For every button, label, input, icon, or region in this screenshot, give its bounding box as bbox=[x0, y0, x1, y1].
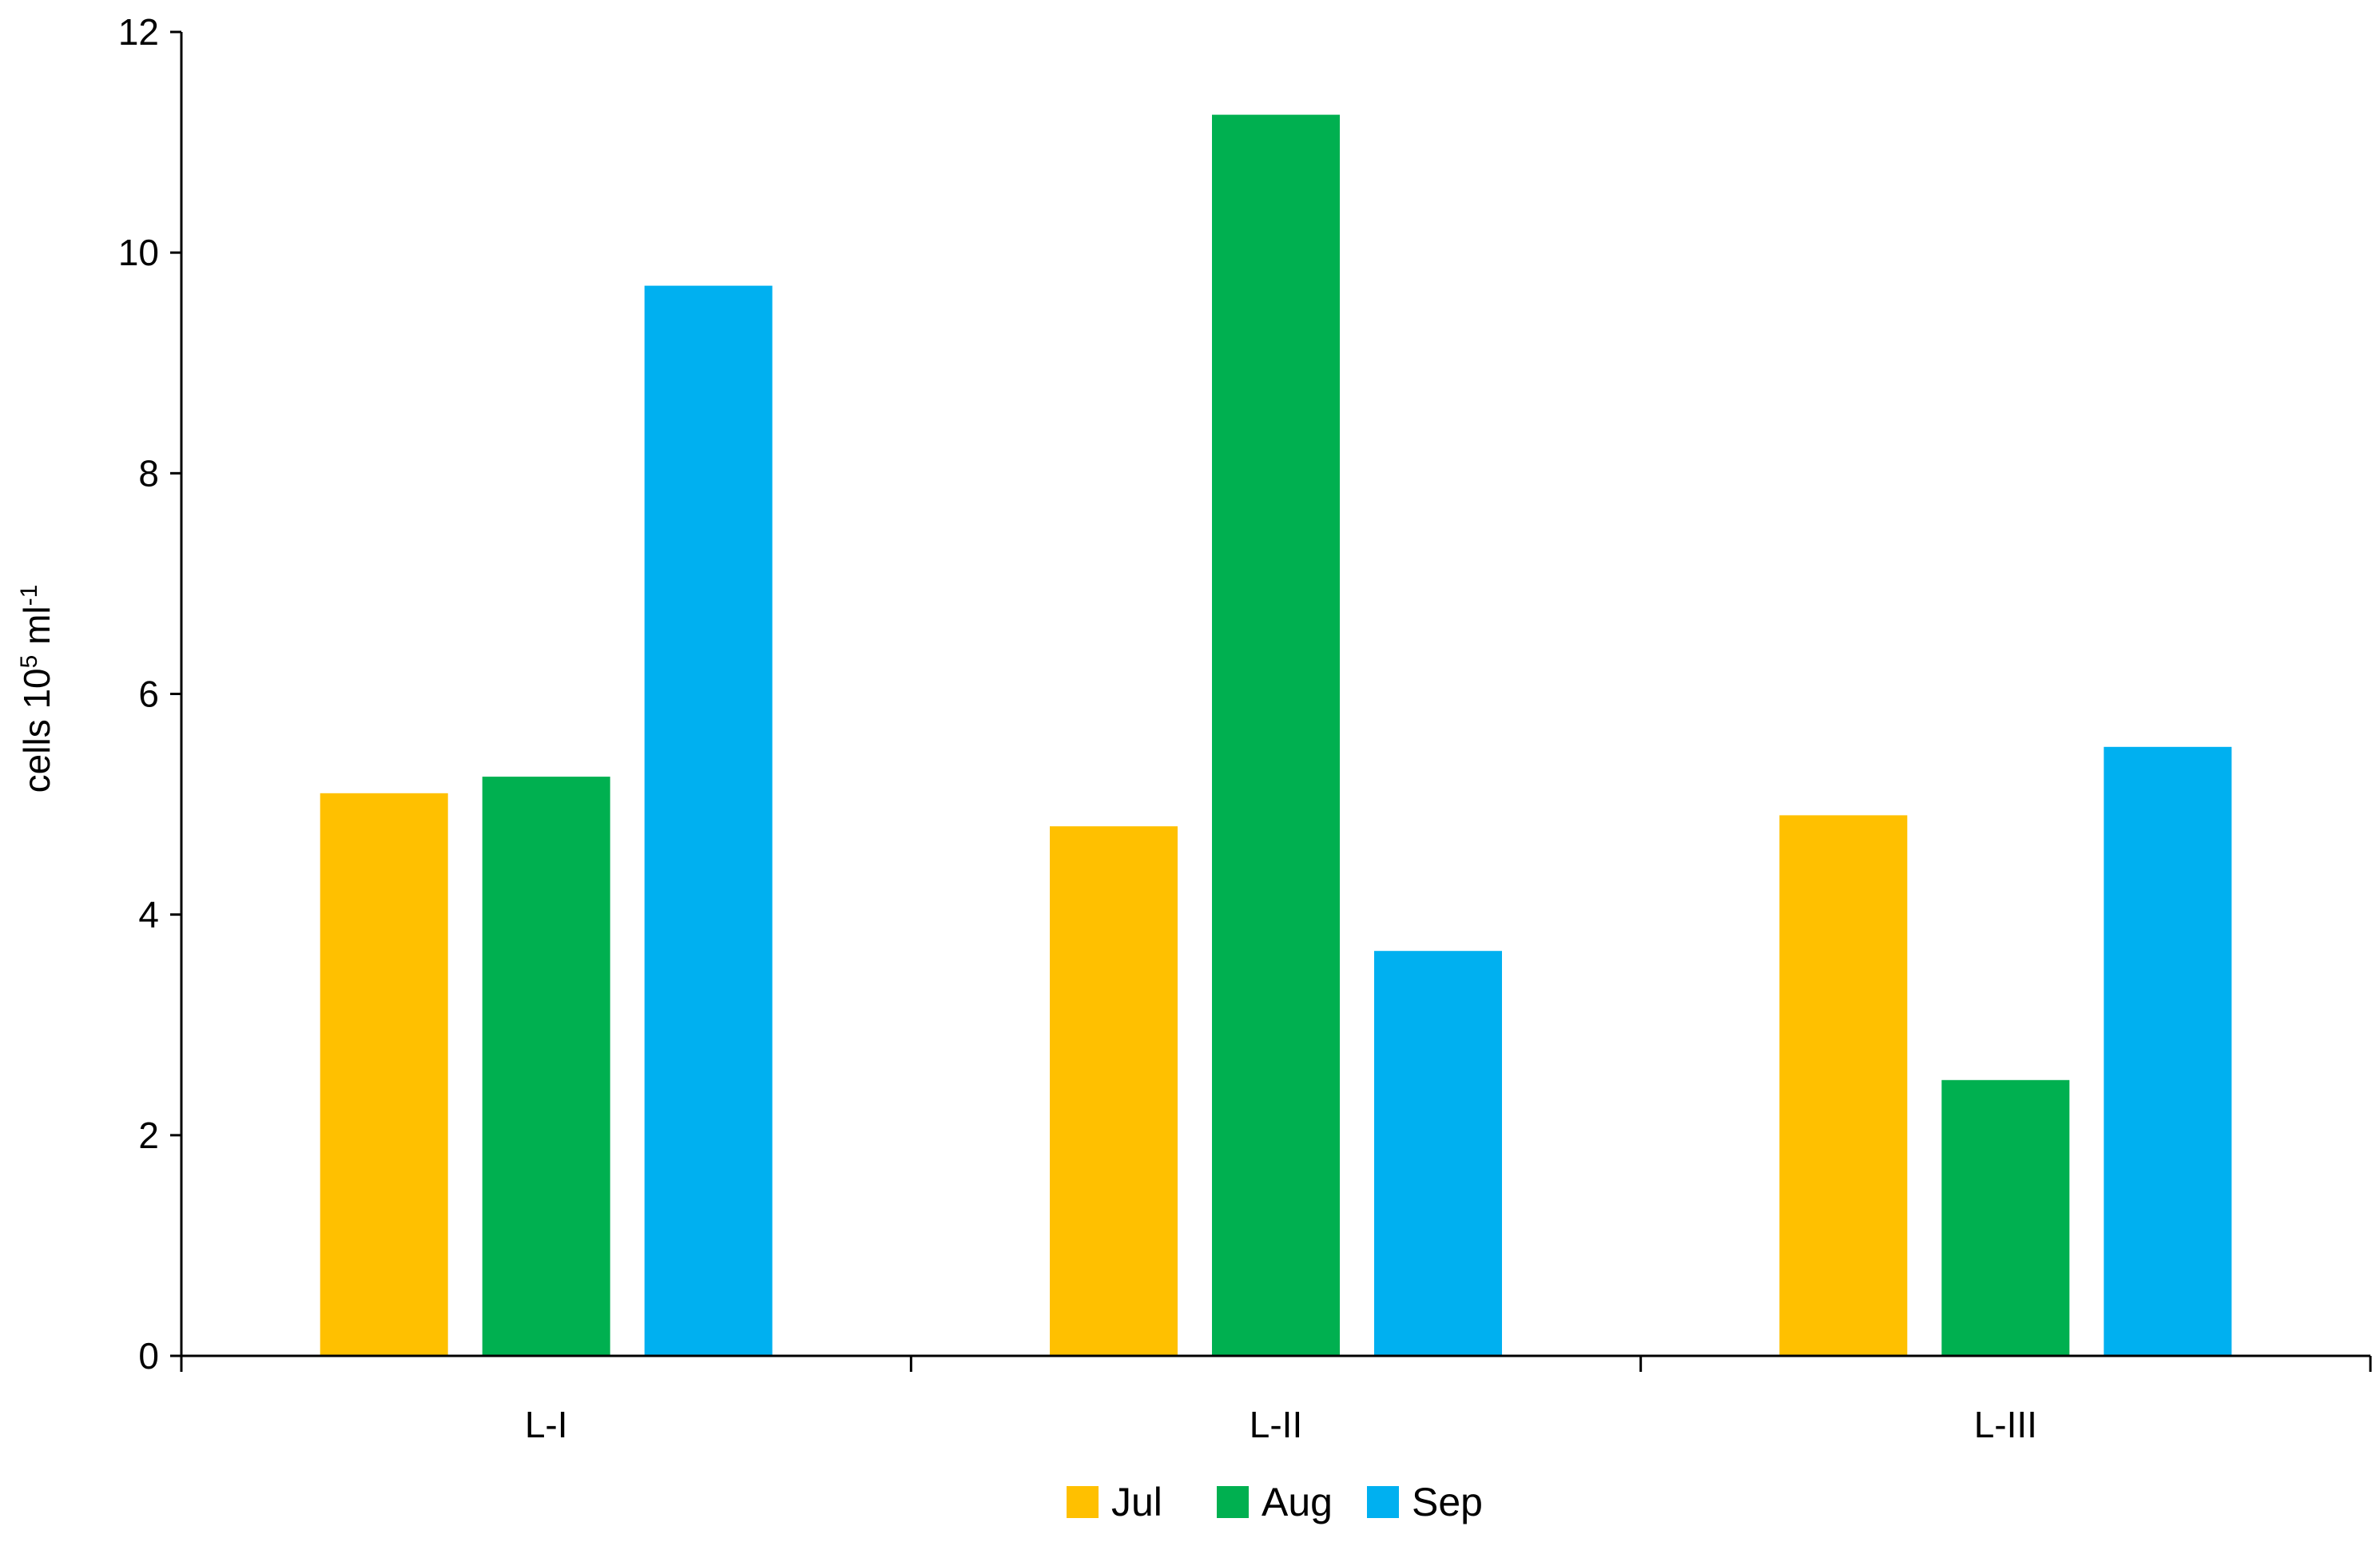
bar-L-I-Aug bbox=[482, 777, 610, 1356]
axes-group: 0 2 4 6 8 10 12 L-I L-II L-III bbox=[118, 11, 2372, 1445]
bar-L-I-Jul bbox=[320, 793, 448, 1356]
y-tick-label: 6 bbox=[138, 674, 159, 715]
legend-label-Aug: Aug bbox=[1262, 1480, 1333, 1524]
legend-label-Jul: Jul bbox=[1111, 1480, 1162, 1524]
legend-swatch-Aug bbox=[1217, 1486, 1249, 1518]
bar-L-II-Aug bbox=[1212, 114, 1340, 1357]
bar-L-III-Aug bbox=[1941, 1079, 2070, 1356]
x-tick-label: L-II bbox=[1250, 1404, 1302, 1445]
bar-L-III-Jul bbox=[1779, 815, 1908, 1356]
bar-L-I-Sep bbox=[644, 285, 773, 1357]
x-tick-label: L-III bbox=[1974, 1404, 2037, 1445]
y-axis-title: cells 105 ml-1 bbox=[16, 585, 58, 793]
legend-swatch-Sep bbox=[1367, 1486, 1399, 1518]
legend-label-Sep: Sep bbox=[1412, 1480, 1483, 1524]
y-tick-label: 0 bbox=[138, 1335, 159, 1377]
y-tick-label: 2 bbox=[138, 1115, 159, 1156]
y-tick-label: 8 bbox=[138, 452, 159, 494]
bars-group bbox=[320, 114, 2232, 1357]
bar-L-II-Jul bbox=[1050, 826, 1178, 1356]
legend-swatch-Jul bbox=[1067, 1486, 1099, 1518]
y-tick-label: 10 bbox=[118, 232, 159, 273]
x-tick-label: L-I bbox=[525, 1404, 568, 1445]
bar-L-II-Sep bbox=[1374, 951, 1502, 1356]
y-tick-label: 4 bbox=[138, 894, 159, 936]
bar-L-III-Sep bbox=[2104, 746, 2232, 1356]
legend: Jul Aug Sep bbox=[1067, 1480, 1483, 1524]
y-tick-label: 12 bbox=[118, 11, 159, 53]
